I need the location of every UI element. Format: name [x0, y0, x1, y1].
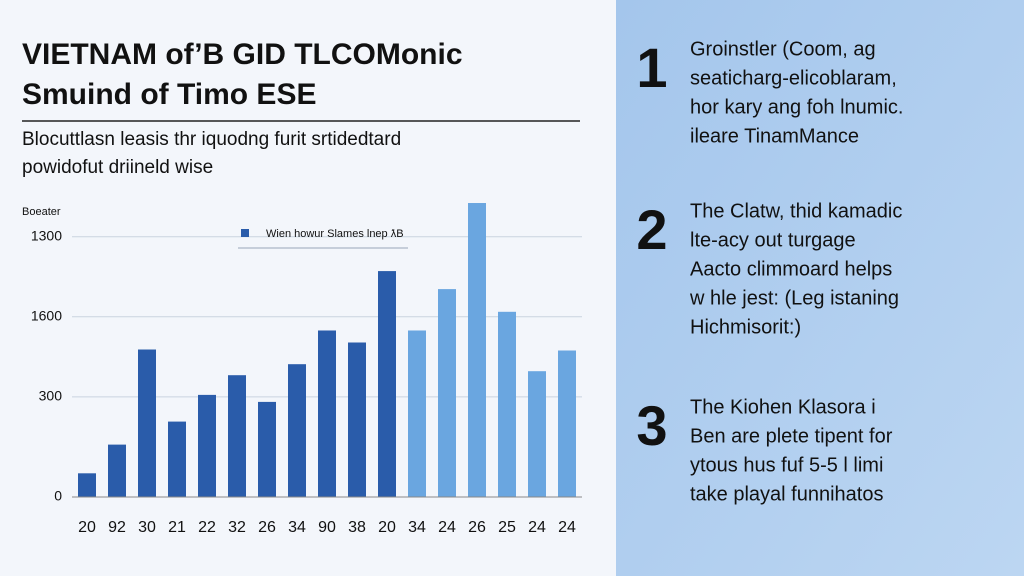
item-text: Hichmisorit:): [690, 316, 801, 338]
x-tick-label: 34: [288, 519, 306, 536]
x-tick-label: 24: [438, 519, 456, 536]
x-tick-label: 22: [198, 519, 216, 536]
x-tick-label: 26: [468, 519, 486, 536]
x-tick-label: 20: [378, 519, 396, 536]
item-text: Ben are plete tipent for: [690, 425, 893, 447]
x-tick-label: 90: [318, 519, 336, 536]
bar: [288, 364, 306, 497]
bar: [468, 203, 486, 497]
y-tick-label: 300: [39, 388, 63, 404]
y-tick-label: 1300: [31, 227, 62, 243]
legend-swatch: [241, 229, 249, 237]
item-text: The Kiohen Klasora i: [690, 396, 876, 418]
bar: [228, 375, 246, 497]
item-number: 2: [636, 198, 667, 261]
bar: [498, 311, 516, 497]
bar: [78, 473, 96, 497]
y-tick-label: 0: [54, 488, 62, 504]
x-tick-label: 25: [498, 519, 516, 536]
subtitle: powidofut driineld wise: [22, 157, 213, 178]
x-tick-label: 21: [168, 519, 186, 536]
title: VIETNAM of’B GID TLCOMonic: [22, 38, 463, 71]
item-text: hor kary ang foh lnumic.: [690, 96, 903, 118]
bar: [528, 371, 546, 497]
item-text: Groinstler (Coom, ag: [690, 38, 876, 60]
bar: [378, 271, 396, 497]
item-number: 1: [636, 36, 667, 99]
bar: [198, 394, 216, 497]
bar: [348, 342, 366, 497]
item-text: The Clatw, thid kamadic: [690, 200, 902, 222]
legend-label: Wien howur Slames lnep ƛB: [266, 228, 404, 240]
item-text: lte-acy out turgage: [690, 229, 856, 251]
item-text: w hle jest: (Leg istaning: [689, 287, 899, 309]
bar: [558, 350, 576, 497]
x-tick-label: 24: [558, 519, 576, 536]
bar: [258, 401, 276, 497]
bar: [438, 289, 456, 497]
bar: [408, 330, 426, 497]
x-tick-label: 30: [138, 519, 156, 536]
x-tick-label: 32: [228, 519, 246, 536]
right-panel: [616, 0, 1024, 576]
item-text: ileare TinamMance: [690, 125, 859, 147]
item-text: Aacto climmoard helps: [690, 258, 892, 280]
x-tick-label: 34: [408, 519, 426, 536]
bar: [168, 421, 186, 497]
y-axis-label: Boeater: [22, 206, 61, 218]
subtitle: Blocuttlasn leasis thr iquodng furit srt…: [22, 129, 401, 150]
item-text: take playal funnihatos: [690, 483, 883, 505]
y-tick-label: 1600: [31, 308, 62, 324]
item-text: ytous hus fuf 5-5 l limi: [690, 454, 883, 476]
item-number: 3: [636, 394, 667, 457]
x-tick-label: 20: [78, 519, 96, 536]
item-text: seaticharg-elicoblaram,: [690, 67, 897, 89]
x-tick-label: 92: [108, 519, 126, 536]
x-tick-label: 24: [528, 519, 546, 536]
x-tick-label: 38: [348, 519, 366, 536]
x-tick-label: 26: [258, 519, 276, 536]
bar: [108, 444, 126, 497]
bar: [318, 330, 336, 497]
bar: [138, 349, 156, 497]
title: Smuind of Timo ESE: [22, 78, 316, 111]
